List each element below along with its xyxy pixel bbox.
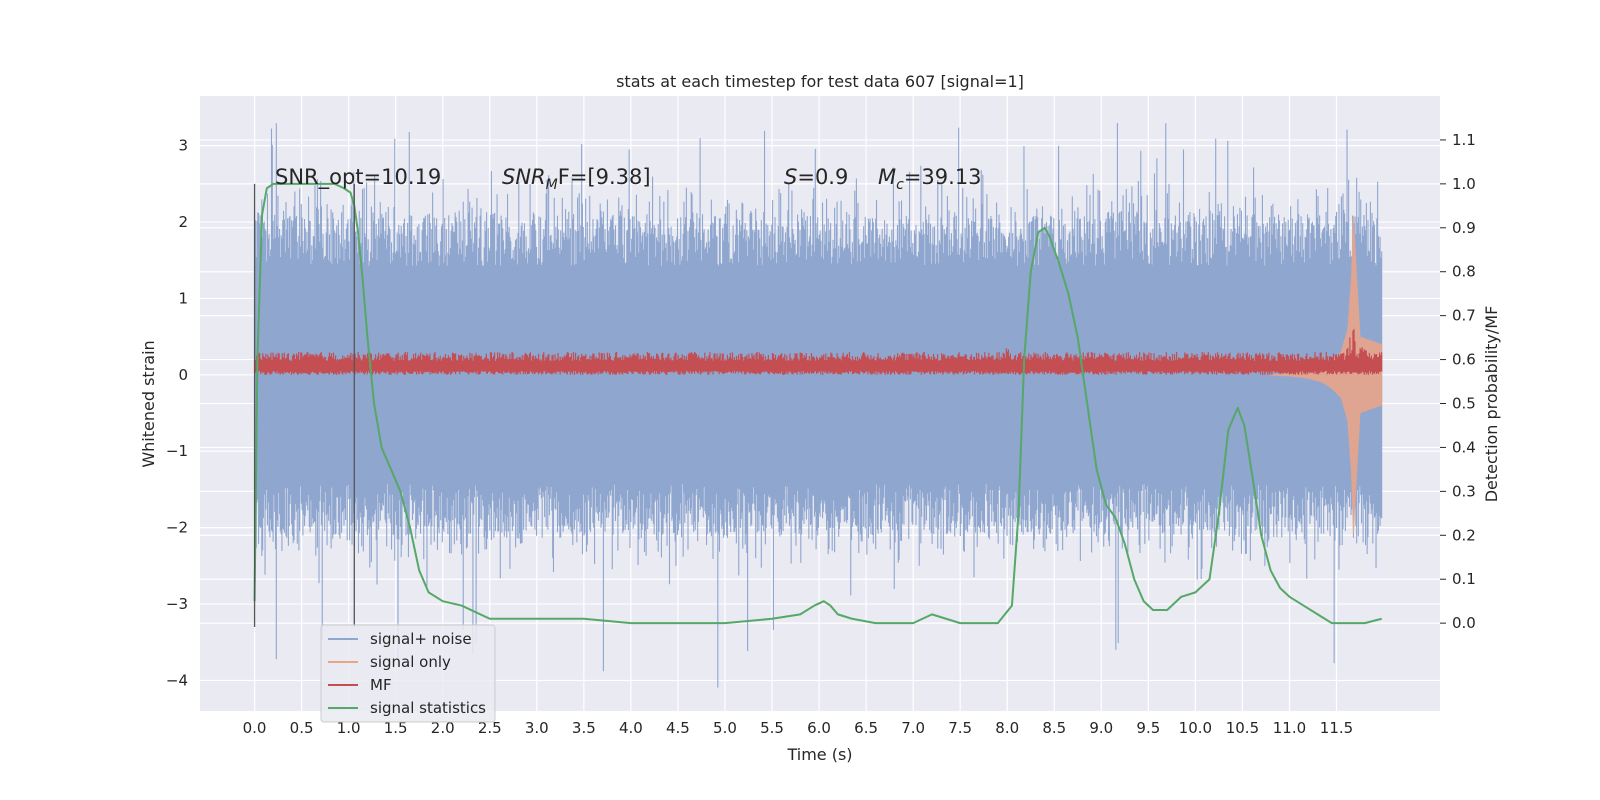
annotations: SNR_opt=10.19 SNRMF=[9.38] S=0.9 Mc=39.1… — [275, 165, 982, 193]
y2-tick-label: 0.4 — [1452, 438, 1476, 456]
axes-layer: 0.0 0.5 1.0 1.5 2.0 2.5 3.0 3.5 4.0 4.5 5.0 5.5 6.0 6… — [166, 131, 1476, 737]
x-tick-label: 7.5 — [948, 719, 972, 737]
y2-tick-label: 0.0 — [1452, 614, 1476, 632]
y-axis-title: Whitened strain — [139, 340, 158, 467]
y2-tick-label: 1.1 — [1452, 131, 1476, 149]
chart-title: stats at each timestep for test data 607… — [616, 72, 1024, 91]
y2-tick-label: 0.2 — [1452, 526, 1476, 544]
x-tick-label: 9.0 — [1089, 719, 1113, 737]
x-tick-label: 10.0 — [1179, 719, 1212, 737]
legend-label-signal-statistics: signal statistics — [370, 699, 486, 717]
y2-tick-label: 0.9 — [1452, 219, 1476, 237]
x-tick-label: 5.5 — [760, 719, 784, 737]
y-tick-label: 1 — [178, 289, 188, 307]
x-tick-label: 6.0 — [807, 719, 831, 737]
x-tick-label: 0.5 — [290, 719, 314, 737]
y2-axis-title: Detection probability/MF — [1482, 306, 1501, 503]
x-tick-label: 8.0 — [995, 719, 1019, 737]
x-tick-label: 2.5 — [478, 719, 502, 737]
y-tick-label: 0 — [178, 366, 188, 384]
y2-tick-label: 0.3 — [1452, 482, 1476, 500]
x-tick-label: 6.5 — [854, 719, 878, 737]
y-tick-label: 2 — [178, 213, 188, 231]
y2-tick-label: 0.8 — [1452, 263, 1476, 281]
x-tick-label: 3.5 — [572, 719, 596, 737]
x-tick-label: 9.5 — [1136, 719, 1160, 737]
y-tick-label: 3 — [178, 137, 188, 155]
x-tick-label: 4.0 — [619, 719, 643, 737]
y2-tick-label: 0.5 — [1452, 395, 1476, 413]
vertical-markers — [253, 183, 355, 627]
legend-label-mf: MF — [370, 676, 392, 694]
legend-box — [320, 624, 496, 723]
y2-tick-label: 1.0 — [1452, 175, 1476, 193]
y2-tick-label: 0.7 — [1452, 307, 1476, 325]
y2-tick-label: 0.6 — [1452, 351, 1476, 369]
x-tick-label: 11.5 — [1320, 719, 1353, 737]
x-tick-label: 1.0 — [337, 719, 361, 737]
x-tick-label: 3.0 — [525, 719, 549, 737]
x-tick-label: 10.5 — [1226, 719, 1259, 737]
legend-label-signal-only: signal only — [370, 653, 451, 671]
y-tick-label: −1 — [166, 442, 188, 460]
x-axis-title: Time (s) — [786, 745, 852, 764]
x-tick-label: 0.0 — [243, 719, 267, 737]
legend-label-signal-noise: signal+ noise — [370, 630, 472, 648]
x-tick-label: 4.5 — [666, 719, 690, 737]
x-tick-label: 8.5 — [1042, 719, 1066, 737]
y-tick-label: −3 — [166, 595, 188, 613]
y-tick-label: −2 — [166, 519, 188, 537]
x-tick-label: 5.0 — [713, 719, 737, 737]
x-tick-label: 2.0 — [431, 719, 455, 737]
x-tick-label: 11.0 — [1273, 719, 1306, 737]
annotation-mc: Mc=39.13 — [878, 165, 982, 193]
x-tick-label: 1.5 — [384, 719, 408, 737]
y2-tick-label: 0.1 — [1452, 570, 1476, 588]
annotation-s: S=0.9 — [784, 165, 848, 189]
series-signal-statistics-line — [253, 182, 1382, 625]
y-tick-label: −4 — [166, 671, 188, 689]
annotation-snr-opt: SNR_opt=10.19 — [275, 165, 441, 190]
annotation-snr-mf: SNRMF=[9.38] — [502, 165, 651, 193]
series-signal-only-line — [1270, 215, 1383, 534]
x-tick-label: 7.0 — [901, 719, 925, 737]
legend: signal+ noise signal only MF signal stat… — [320, 624, 496, 723]
